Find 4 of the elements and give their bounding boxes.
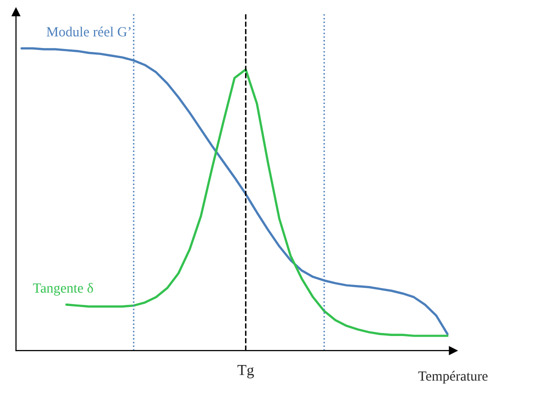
text: Tg [238,365,254,378]
x-axis-title: Température [418,370,488,384]
series-label: Tangente δ [33,282,93,296]
series-label: Module réel G’ [46,26,131,36]
